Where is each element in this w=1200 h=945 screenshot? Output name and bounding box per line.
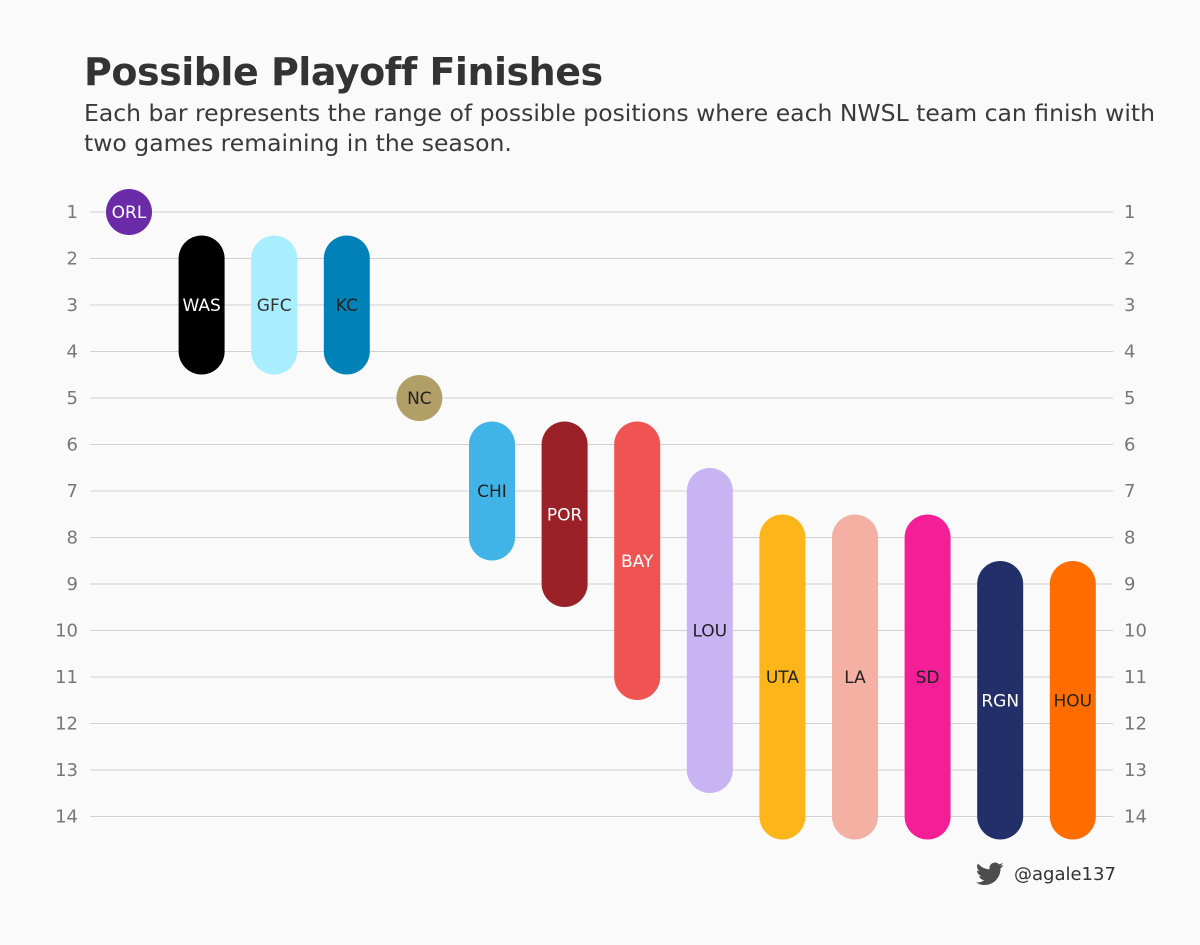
y-tick-right-12: 12 <box>1124 714 1147 735</box>
y-tick-left-10: 10 <box>55 621 78 642</box>
label-lou: LOU <box>692 622 727 642</box>
y-tick-right-13: 13 <box>1124 760 1147 781</box>
y-tick-right-6: 6 <box>1124 435 1135 456</box>
gridlines <box>90 211 1113 817</box>
label-hou: HOU <box>1053 691 1092 711</box>
bar-orl <box>106 189 152 235</box>
label-por: POR <box>547 505 583 525</box>
y-tick-left-7: 7 <box>67 481 78 502</box>
y-tick-right-2: 2 <box>1124 249 1135 270</box>
y-tick-left-3: 3 <box>67 295 78 316</box>
bar-rgn <box>977 561 1024 840</box>
bar-bay <box>614 421 661 700</box>
y-tick-left-9: 9 <box>67 574 78 595</box>
y-tick-right-8: 8 <box>1124 528 1135 549</box>
label-sd: SD <box>916 668 940 688</box>
label-rgn: RGN <box>981 691 1019 711</box>
bar-la <box>832 514 878 840</box>
y-tick-right-10: 10 <box>1124 621 1147 642</box>
y-tick-left-8: 8 <box>67 528 78 549</box>
y-tick-right-9: 9 <box>1124 574 1135 595</box>
twitter-bird-icon <box>976 862 1004 885</box>
y-tick-left-5: 5 <box>67 388 78 409</box>
chart-title: Possible Playoff Finishes <box>84 50 603 94</box>
y-tick-right-7: 7 <box>1124 481 1135 502</box>
y-tick-left-13: 13 <box>55 760 78 781</box>
bar-kc <box>323 235 370 375</box>
bar-lou <box>686 468 733 793</box>
y-tick-right-3: 3 <box>1124 295 1135 316</box>
bar-uta <box>759 514 806 840</box>
y-tick-right-4: 4 <box>1124 342 1135 363</box>
team-bars: ORL WAS GFC KC NC CHI POR BAY LOU UTA LA SD RGN HOU <box>106 189 1096 840</box>
label-gfc: GFC <box>257 296 292 316</box>
label-nc: NC <box>407 389 432 409</box>
y-tick-right-1: 1 <box>1124 202 1135 223</box>
y-tick-left-2: 2 <box>67 249 78 270</box>
bar-hou <box>1049 561 1096 840</box>
bar-gfc <box>251 235 298 375</box>
label-orl: ORL <box>112 203 147 223</box>
bar-nc <box>396 375 443 421</box>
credit: @agale137 <box>976 862 1116 886</box>
y-tick-left-4: 4 <box>67 342 78 363</box>
label-uta: UTA <box>766 668 800 688</box>
bar-chi <box>469 421 515 561</box>
bar-por <box>541 421 588 607</box>
bar-sd <box>904 514 951 840</box>
chart-subtitle: Each bar represents the range of possibl… <box>84 99 1155 157</box>
y-tick-right-5: 5 <box>1124 388 1135 409</box>
credit-handle: @agale137 <box>1014 863 1116 885</box>
label-bay: BAY <box>621 552 654 572</box>
y-tick-left-14: 14 <box>55 807 78 828</box>
y-tick-left-11: 11 <box>55 667 78 688</box>
y-tick-left-6: 6 <box>67 435 78 456</box>
y-tick-right-14: 14 <box>1124 807 1147 828</box>
bar-was <box>178 235 225 375</box>
label-la: LA <box>844 668 866 688</box>
label-was: WAS <box>182 296 220 316</box>
y-tick-left-1: 1 <box>67 202 78 223</box>
label-chi: CHI <box>477 482 507 502</box>
y-tick-left-12: 12 <box>55 714 78 735</box>
label-kc: KC <box>336 296 358 316</box>
y-tick-right-11: 11 <box>1124 667 1147 688</box>
